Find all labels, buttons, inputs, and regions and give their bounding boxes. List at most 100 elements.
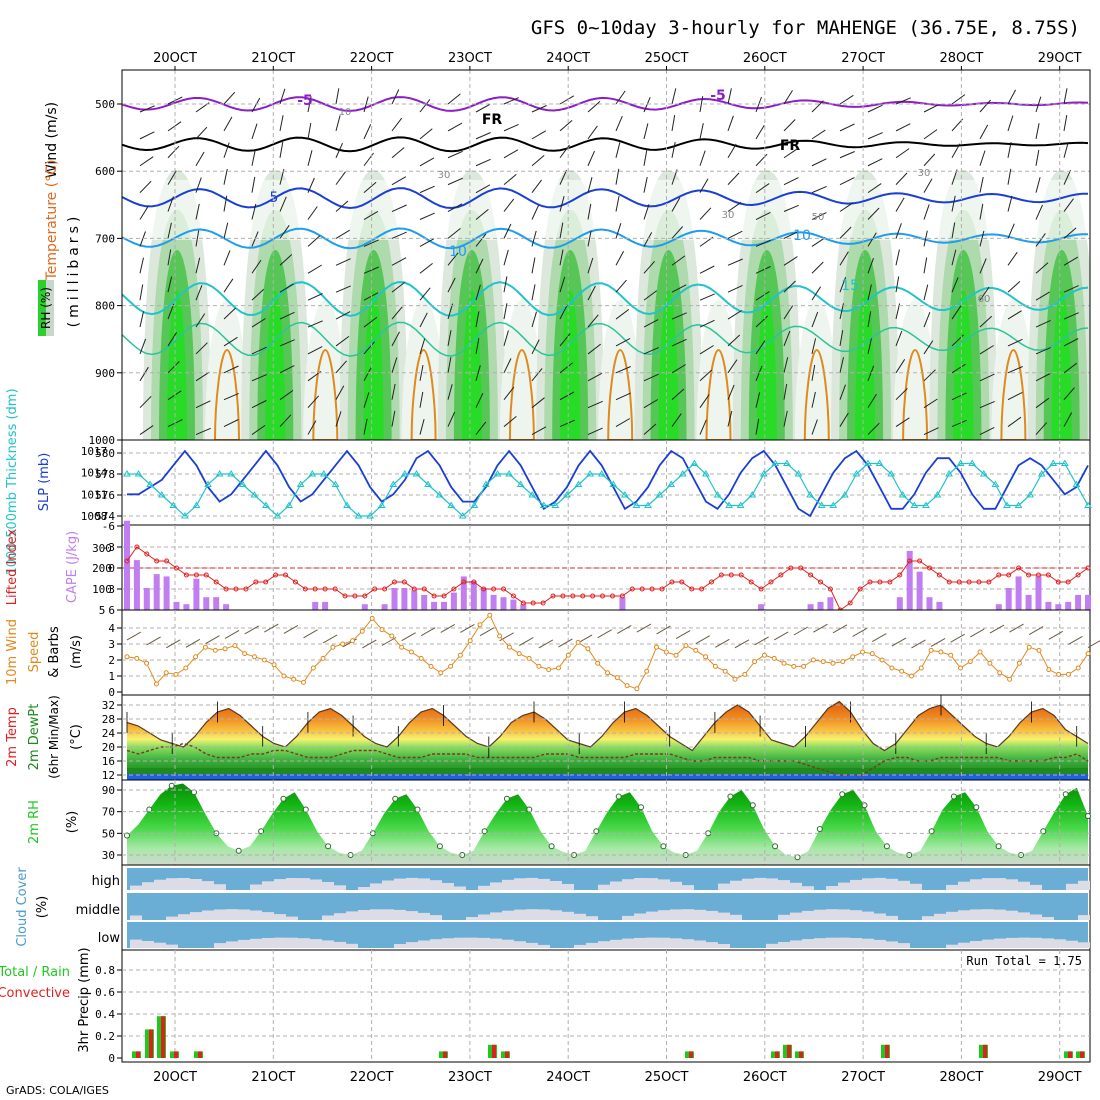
tick-label: 2 [108,654,115,667]
thickness-point [1003,501,1011,508]
li-point [927,565,932,571]
wind-barb [979,286,990,301]
tick-label: -6 [102,520,115,533]
temperature-contour [122,187,1088,210]
wind10-point [801,663,807,669]
wind-barb [755,391,761,408]
contour-label: 30 [918,168,931,179]
tick-label: 300 [92,542,112,555]
wind-barb [167,222,172,239]
li-point [253,579,259,585]
wind-barb [139,156,154,167]
tick-label: 32 [102,699,115,712]
wind-barb [811,419,818,435]
cloud-gap [658,937,670,948]
li-point [956,579,962,585]
thickness-point [1072,480,1081,487]
li-point [580,593,586,599]
cloud-gap [814,909,826,920]
wind-barb [223,278,234,293]
wind10-point [840,659,846,665]
wind-barb [167,361,180,374]
tick-label: 3 [108,638,115,651]
wind-barb [251,149,256,166]
wind10-barb [1048,630,1064,640]
rh-point [258,828,265,835]
wind-barb [1035,123,1040,139]
wind-barb [867,393,877,408]
tick-label: 50 [102,827,115,840]
wind-barb [279,365,295,374]
wind-barb [979,426,995,436]
wind-barb [951,195,956,212]
wind-barb [1007,142,1012,158]
wind-barb [139,311,144,328]
wind10-point [850,654,856,660]
wind10-point [967,659,973,665]
wind10-barb [185,638,201,648]
rh-point [615,793,622,800]
cloud-gap [190,912,202,920]
wind-barb [923,230,928,247]
cloud-gap [418,912,430,920]
li-point [778,572,784,578]
tick-label: 1014 [81,467,108,480]
li-point [362,593,368,599]
cloud-gap [1030,884,1042,890]
thickness-point [620,491,629,498]
wind-barb [671,197,681,212]
li-point [223,586,229,592]
wind-barb [699,96,704,113]
upper-air-panel: 500 600 700 800 900 1000 -5 -5 FR FR 5 10 10 15 10 30 3… [89,69,1091,447]
wind10-label-b: Speed [27,632,42,673]
thickness-point [597,470,606,477]
cape-bar [361,604,368,610]
wind-barb [223,307,236,320]
wind-barb [279,414,292,427]
wind-barb [979,230,985,247]
cloud-gap [646,911,658,920]
cape-bar [936,601,943,610]
wind-barb [419,365,424,381]
wind-barb [559,276,566,293]
rh-plume [363,290,384,440]
cloud-gap [526,909,538,920]
cape-bar [896,597,903,610]
wind-barb [727,143,737,159]
cloud-gap [694,940,706,948]
wind-barb [755,418,760,435]
wind-barb [643,176,648,193]
rh-point [816,826,823,832]
wind-barb [727,172,740,185]
wind-barb [923,427,939,436]
cloud-gap [322,940,334,948]
temp2m-label-a: 2m Temp [5,707,20,767]
precip-convective-bar [149,1029,153,1058]
wind-barb [1035,262,1049,274]
wind10-point [379,627,385,633]
cloud-gap [730,914,742,920]
thickness-point [250,491,259,498]
li-point [352,593,358,599]
cloud-gap [478,937,490,948]
thickness-point [817,501,826,508]
warm-contour [410,348,437,440]
cloud-gap [538,944,550,948]
cloud-gap [814,938,826,948]
wind-barb [699,293,715,301]
cloud-gap [550,910,562,920]
li-point [233,586,239,592]
cloud-gap [718,883,730,890]
temp2m-gridlines [122,695,1090,780]
cloud-gap [682,885,694,890]
upper-gridlines [122,70,1090,441]
wind-barb [783,177,799,186]
wind-barb [363,239,379,247]
thickness-point [227,470,236,477]
wind-barb [195,371,210,382]
thickness-point [412,470,421,477]
wind-barb [671,413,682,427]
wind-barb [139,231,146,247]
wind-barb [307,96,312,113]
tick-label: 90 [102,784,115,797]
